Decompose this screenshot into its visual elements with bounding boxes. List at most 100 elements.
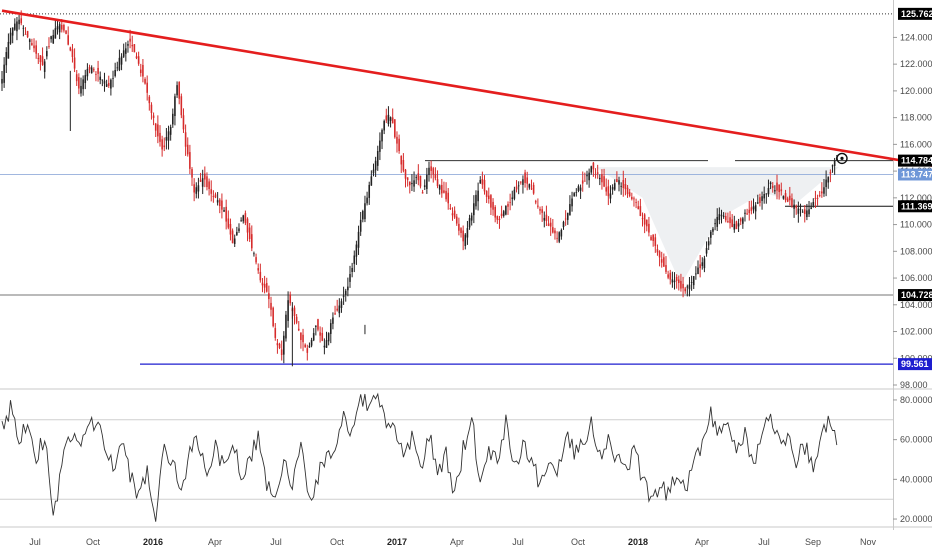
candle-body bbox=[5, 52, 8, 66]
candle-body bbox=[808, 209, 810, 215]
price-badge bbox=[898, 154, 932, 167]
candle-body bbox=[7, 41, 10, 59]
candle-body bbox=[524, 172, 526, 183]
candle-body bbox=[206, 176, 208, 188]
candle-body bbox=[167, 131, 170, 141]
candle-body bbox=[408, 181, 411, 186]
candle-body bbox=[776, 182, 778, 191]
candle-body bbox=[396, 136, 398, 144]
candle-body bbox=[310, 339, 313, 346]
candle-body bbox=[526, 177, 529, 184]
candle-body bbox=[86, 68, 89, 77]
oscillator-line bbox=[1, 392, 838, 522]
candle-body bbox=[520, 181, 522, 183]
time-tick-label: Apr bbox=[450, 537, 464, 547]
candle-body bbox=[101, 79, 104, 81]
horizontal-levels bbox=[0, 13, 893, 365]
candle-body bbox=[257, 268, 259, 271]
candle-body bbox=[756, 202, 759, 204]
candle-body bbox=[528, 184, 531, 188]
candle-body bbox=[75, 74, 78, 82]
candle-body bbox=[430, 166, 432, 171]
candle-body bbox=[214, 194, 217, 198]
candle-body bbox=[622, 180, 625, 189]
candle-body bbox=[552, 227, 554, 233]
candle-body bbox=[159, 132, 161, 142]
candle-body bbox=[90, 67, 93, 74]
candle-body bbox=[253, 253, 255, 255]
candle-body bbox=[468, 218, 471, 228]
candle-body bbox=[438, 185, 441, 190]
candle-body bbox=[616, 179, 618, 183]
candle-body bbox=[31, 43, 33, 46]
candle-body bbox=[129, 38, 131, 42]
candle-body bbox=[246, 218, 249, 233]
candle-body bbox=[304, 344, 306, 348]
candle-body bbox=[818, 195, 821, 197]
candle-body bbox=[221, 200, 223, 210]
time-tick-label: 2017 bbox=[387, 537, 407, 547]
candle-body bbox=[769, 182, 772, 185]
candle-body bbox=[103, 80, 106, 84]
candle-body bbox=[754, 205, 757, 212]
candle-body bbox=[748, 209, 751, 214]
candle-body bbox=[697, 267, 699, 275]
candle-body bbox=[637, 206, 640, 210]
candle-body bbox=[547, 223, 550, 226]
candle-body bbox=[78, 77, 80, 89]
candle-body bbox=[774, 190, 776, 192]
candle-body bbox=[707, 241, 710, 246]
candle-body bbox=[511, 197, 514, 200]
candle-body bbox=[558, 232, 561, 242]
candle-body bbox=[665, 265, 667, 272]
candle-body bbox=[780, 189, 783, 192]
candle-body bbox=[308, 345, 311, 348]
candle-body bbox=[374, 160, 377, 171]
candle-body bbox=[810, 207, 812, 209]
candle-body bbox=[428, 167, 430, 176]
candle-body bbox=[432, 168, 435, 175]
candle-body bbox=[93, 69, 95, 71]
candle-body bbox=[283, 335, 285, 355]
candle-body bbox=[492, 201, 494, 210]
candle-body bbox=[189, 152, 191, 169]
candle-body bbox=[272, 307, 274, 327]
candle-body bbox=[673, 280, 676, 283]
candle-body bbox=[135, 56, 138, 59]
candle-body bbox=[127, 44, 129, 46]
candle-body bbox=[624, 184, 627, 190]
candle-body bbox=[50, 36, 52, 40]
candle-body bbox=[823, 187, 825, 194]
candle-body bbox=[35, 45, 37, 54]
candle-body bbox=[473, 203, 475, 216]
trendline-layer[interactable] bbox=[1, 9, 932, 167]
candle-body bbox=[287, 300, 289, 321]
candle-body bbox=[658, 251, 661, 258]
candle-body bbox=[554, 230, 556, 234]
time-tick-label: Jul bbox=[29, 537, 41, 547]
candle-body bbox=[97, 67, 99, 74]
candle-body bbox=[201, 178, 204, 187]
candle-body bbox=[144, 78, 146, 84]
candle-body bbox=[635, 202, 637, 203]
candle-body bbox=[63, 25, 65, 31]
candle-body bbox=[359, 219, 362, 232]
candle-body bbox=[737, 223, 740, 227]
candle-body bbox=[212, 196, 215, 197]
candle-body bbox=[238, 228, 240, 232]
candle-body bbox=[692, 276, 695, 286]
candle-body bbox=[225, 206, 227, 222]
candle-body bbox=[317, 319, 319, 330]
candle-body bbox=[355, 244, 358, 257]
candle-body bbox=[761, 196, 763, 201]
price-tick-label: 104.000 bbox=[900, 300, 932, 310]
time-tick-label: Apr bbox=[695, 537, 709, 547]
candle-body bbox=[675, 276, 678, 281]
candle-body bbox=[603, 176, 605, 187]
time-tick-label: Apr bbox=[208, 537, 222, 547]
candle-body bbox=[152, 115, 155, 118]
candle-body bbox=[80, 85, 82, 94]
price-badge-label: 111.369 bbox=[901, 201, 932, 211]
time-tick-label: Jul bbox=[270, 537, 282, 547]
